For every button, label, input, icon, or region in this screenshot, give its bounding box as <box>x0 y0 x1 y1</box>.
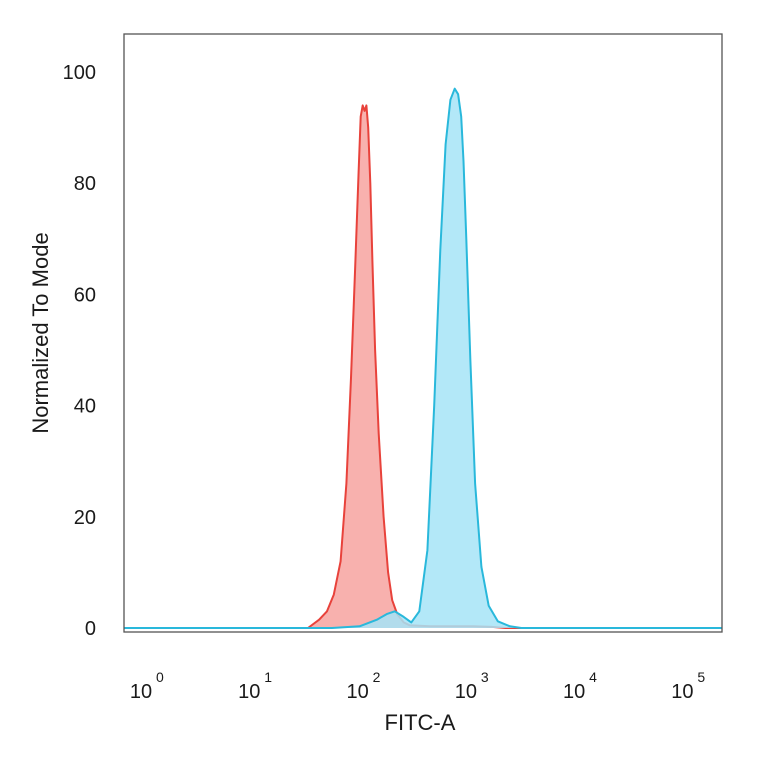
x-tick-label: 10 <box>346 681 368 703</box>
y-tick-label: 60 <box>74 284 96 306</box>
x-tick-exponent: 1 <box>264 669 272 685</box>
plot-frame <box>123 33 723 633</box>
x-axis-title: FITC-A <box>385 710 456 735</box>
y-tick-label: 20 <box>74 507 96 529</box>
x-tick-label: 10 <box>455 681 477 703</box>
y-axis-title: Normalized To Mode <box>28 232 53 433</box>
x-tick-exponent: 3 <box>481 669 489 685</box>
x-tick-label: 10 <box>671 681 693 703</box>
x-tick-exponent: 0 <box>156 669 164 685</box>
x-tick-label: 10 <box>130 681 152 703</box>
x-tick-label: 10 <box>238 681 260 703</box>
y-tick-label: 80 <box>74 173 96 195</box>
y-tick-label: 0 <box>85 618 96 640</box>
plot-background <box>124 34 722 632</box>
x-tick-label: 10 <box>563 681 585 703</box>
series-layer <box>124 87 722 629</box>
x-tick-exponent: 4 <box>589 669 597 685</box>
series-2-line <box>124 87 722 629</box>
y-tick-labels: 0 20 40 60 80 100 <box>63 62 96 640</box>
x-tick-exponent: 2 <box>373 669 381 685</box>
y-tick-label: 100 <box>63 62 96 84</box>
y-tick-label: 40 <box>74 396 96 418</box>
x-tick-exponent: 5 <box>697 669 705 685</box>
